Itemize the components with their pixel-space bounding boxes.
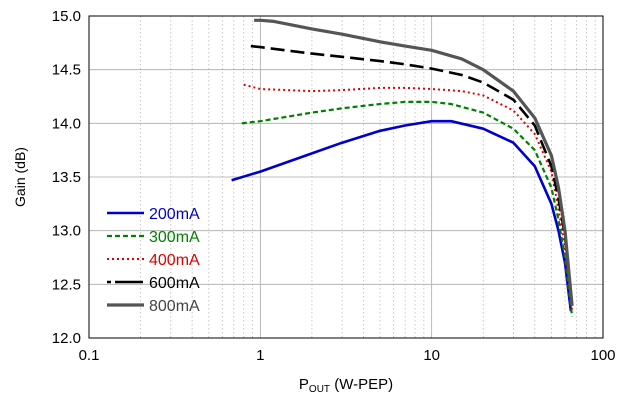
series-line-600mA bbox=[250, 44, 574, 306]
x-axis-label: POUT (W-PEP) bbox=[299, 376, 393, 395]
y-axis-label: Gain (dB) bbox=[12, 147, 28, 207]
y-tick-label: 13.0 bbox=[52, 223, 81, 240]
legend-label-800mA: 800mA bbox=[149, 298, 200, 315]
legend: 200mA 300mA 400mA 600mA 800mA bbox=[107, 206, 200, 315]
y-tick-label: 12.5 bbox=[52, 276, 81, 293]
y-tick-label: 15.0 bbox=[52, 8, 81, 25]
series-line-300mA bbox=[241, 100, 574, 317]
series-layer bbox=[231, 18, 574, 317]
x-axis-label-main: P bbox=[299, 376, 309, 393]
plot-frame bbox=[88, 15, 604, 339]
x-tick-label: 100 bbox=[590, 347, 615, 364]
x-tick-labels: 0.1 1 10 100 bbox=[79, 347, 616, 364]
y-tick-label: 14.0 bbox=[52, 115, 81, 132]
series-line-800mA bbox=[254, 18, 574, 306]
legend-label-300mA: 300mA bbox=[149, 229, 200, 246]
series-line-200mA bbox=[231, 119, 573, 312]
y-tick-label: 12.0 bbox=[52, 330, 81, 347]
series-line-400mA bbox=[243, 83, 574, 312]
x-axis-label-units: (W-PEP) bbox=[330, 376, 393, 393]
y-tick-labels: 12.0 12.5 13.0 13.5 14.0 14.5 15.0 bbox=[52, 8, 81, 347]
y-tick-label: 13.5 bbox=[52, 169, 81, 186]
legend-label-400mA: 400mA bbox=[149, 252, 200, 269]
x-tick-label: 10 bbox=[423, 347, 440, 364]
x-axis-label-subscript: OUT bbox=[309, 384, 330, 395]
legend-label-600mA: 600mA bbox=[149, 275, 200, 292]
legend-label-200mA: 200mA bbox=[149, 206, 200, 223]
x-tick-label: 0.1 bbox=[79, 347, 100, 364]
y-tick-label: 14.5 bbox=[52, 62, 81, 79]
x-tick-label: 1 bbox=[256, 347, 264, 364]
